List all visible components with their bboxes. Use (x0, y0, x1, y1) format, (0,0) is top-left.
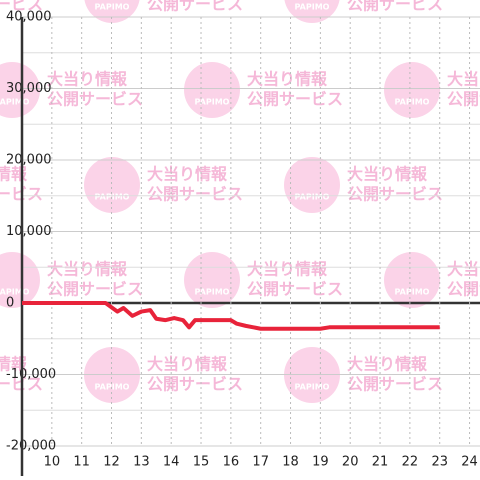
watermark-logo: PAPIMO (295, 383, 330, 392)
y-tick-label: 40,000 (6, 10, 52, 25)
watermark-text: 大当り情報 (447, 260, 480, 279)
watermark-logo-circle (384, 62, 440, 118)
x-tick-label: 22 (402, 455, 419, 470)
watermark-text: 公開サービス (147, 0, 243, 14)
watermark-logo: PAPIMO (295, 3, 330, 12)
watermark-logo-circle (84, 157, 140, 213)
watermark-text: 大当り情報 (447, 70, 480, 89)
x-tick-label: 17 (252, 455, 269, 470)
x-tick-label: 12 (103, 455, 120, 470)
watermark-logo: PAPIMO (395, 288, 430, 297)
watermarks: PAPIMO大当り情報公開サービスPAPIMO大当り情報公開サービスPAPIMO… (0, 0, 480, 403)
watermark-logo-circle (284, 157, 340, 213)
watermark-logo-circle (184, 62, 240, 118)
watermark-logo-circle (0, 62, 40, 118)
watermark-logo-circle (184, 252, 240, 308)
watermark-logo: PAPIMO (95, 383, 130, 392)
watermark-logo: PAPIMO (0, 288, 30, 297)
watermark-text: 大当り情報 (247, 70, 328, 89)
watermark-logo: PAPIMO (195, 288, 230, 297)
x-tick-label: 24 (461, 455, 478, 470)
watermark-logo: PAPIMO (195, 98, 230, 107)
watermark-text: 公開サービス (447, 90, 480, 109)
watermark-text: 大当り情報 (47, 260, 128, 279)
x-tick-label: 13 (133, 455, 150, 470)
x-tick-label: 21 (372, 455, 389, 470)
watermark-logo: PAPIMO (95, 3, 130, 12)
watermark-text: 大当り情報 (147, 165, 228, 184)
y-tick-label: 10,000 (6, 224, 52, 239)
watermark-text: 大当り情報 (147, 355, 228, 374)
watermark-text: 公開サービス (347, 375, 443, 394)
x-tick-label: 14 (163, 455, 180, 470)
watermark-text: 公開サービス (347, 185, 443, 204)
x-tick-label: 10 (44, 455, 61, 470)
y-tick-label: 30,000 (6, 81, 52, 96)
y-tick-label: -20,000 (6, 439, 56, 454)
watermark-logo-circle (0, 252, 40, 308)
x-tick-label: 11 (73, 455, 90, 470)
x-tick-label: 18 (282, 455, 299, 470)
watermark-logo: PAPIMO (295, 193, 330, 202)
watermark-text: 大当り情報 (47, 70, 128, 89)
watermark-text: 公開サービス (447, 280, 480, 299)
x-tick-label: 16 (223, 455, 240, 470)
x-tick-label: 15 (193, 455, 210, 470)
watermark-text: 公開サービス (47, 90, 143, 109)
watermark-text: 大当り情報 (347, 165, 428, 184)
watermark-text: 公開サービス (147, 375, 243, 394)
watermark-logo: PAPIMO (95, 193, 130, 202)
watermark-text: 公開サービス (247, 280, 343, 299)
data-line (22, 301, 440, 331)
watermark-text: 公開サービス (247, 90, 343, 109)
watermark-text: 公開サービス (147, 185, 243, 204)
watermark-logo: PAPIMO (395, 98, 430, 107)
watermark-text: 公開サービス (47, 280, 143, 299)
y-tick-label: -10,000 (6, 367, 56, 382)
watermark-text: 大当り情報 (347, 355, 428, 374)
watermark-text: 大当り情報 (247, 260, 328, 279)
y-tick-label: 0 (6, 296, 14, 311)
watermark-logo: PAPIMO (0, 98, 30, 107)
watermark-text: 公開サービス (347, 0, 443, 14)
watermark-logo-circle (384, 252, 440, 308)
y-tick-label: 20,000 (6, 153, 52, 168)
x-tick-label: 19 (312, 455, 329, 470)
x-tick-label: 20 (342, 455, 359, 470)
watermark-text: 公開サービス (0, 0, 43, 14)
x-tick-label: 23 (431, 455, 448, 470)
